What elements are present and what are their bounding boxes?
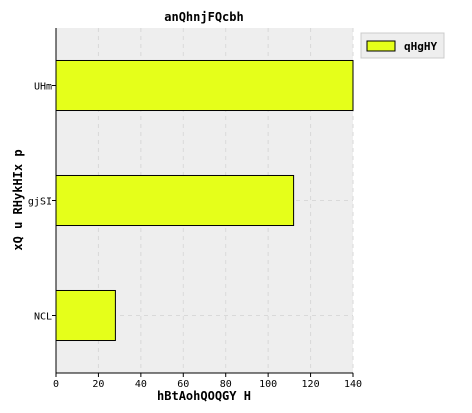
- x-tick-label: 0: [53, 379, 59, 390]
- y-tick-label: gjSI: [28, 197, 52, 208]
- x-tick-label: 60: [177, 379, 189, 390]
- y-axis-label: xQ u RHykHIx p: [11, 149, 25, 250]
- chart-title: anQhnjFQcbh: [164, 10, 243, 24]
- bars: [55, 59, 354, 342]
- x-tick-label: 100: [259, 379, 277, 390]
- x-tick-label: 80: [220, 379, 232, 390]
- y-ticks: UHm gjSI NCL: [28, 82, 56, 323]
- legend-swatch: [366, 40, 396, 52]
- x-tick-label: 140: [344, 379, 362, 390]
- x-tick-label: 20: [92, 379, 104, 390]
- bar: [55, 174, 295, 227]
- bar: [55, 289, 116, 342]
- y-tick-label: UHm: [34, 82, 52, 93]
- y-tick-label: NCL: [34, 312, 52, 323]
- legend: qHgHY: [360, 32, 445, 59]
- x-axis-label: hBtAohQOQGY H: [157, 389, 251, 403]
- x-tick-label: 40: [135, 379, 147, 390]
- bar: [55, 59, 354, 112]
- legend-label: qHgHY: [404, 40, 437, 53]
- x-ticks: 0 20 40 60 80 100 120 140: [53, 373, 362, 390]
- x-tick-label: 120: [302, 379, 320, 390]
